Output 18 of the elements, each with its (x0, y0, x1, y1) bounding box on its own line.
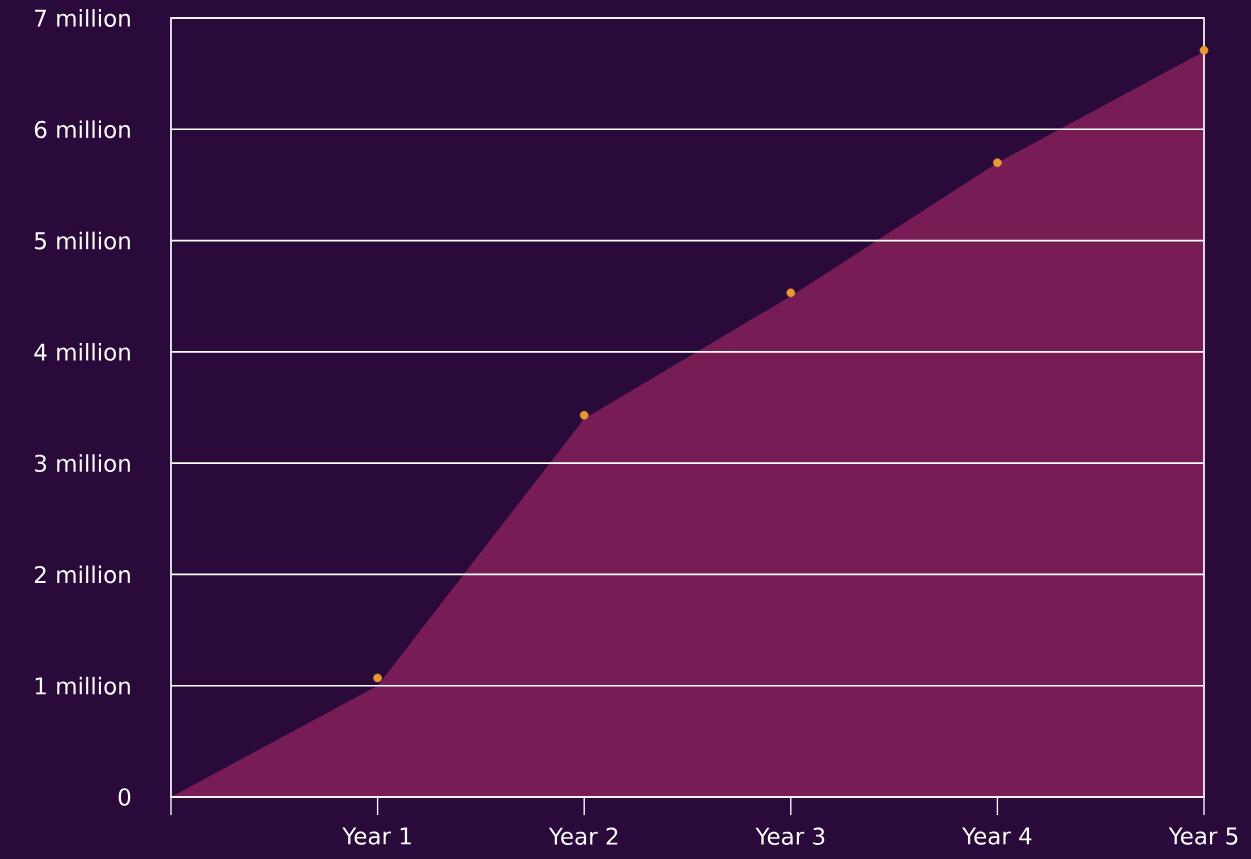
point (993, 158, 1002, 167)
point (786, 288, 796, 298)
x-tick-label: Year 2 (548, 827, 618, 845)
y-tick-label: 3 million (34, 454, 130, 473)
point (373, 673, 382, 683)
point (1199, 45, 1209, 55)
y-tick-label: 7 million (35, 9, 130, 27)
x-tick-label: Year 5 (1168, 827, 1238, 845)
y-tick-label: 5 million (35, 231, 130, 250)
x-tick-label: Year 1 (342, 827, 411, 845)
point (579, 410, 589, 420)
y-tick-label: 6 million (34, 120, 130, 139)
x-tick-label: Year 4 (962, 827, 1032, 845)
y-tick-label: 4 million (34, 342, 130, 361)
x-tick-label: Year 3 (755, 827, 825, 845)
y-tick-label: 0 (118, 788, 131, 806)
y-tick-label: 2 million (34, 565, 130, 584)
y-tick-label: 1 million (35, 676, 130, 695)
